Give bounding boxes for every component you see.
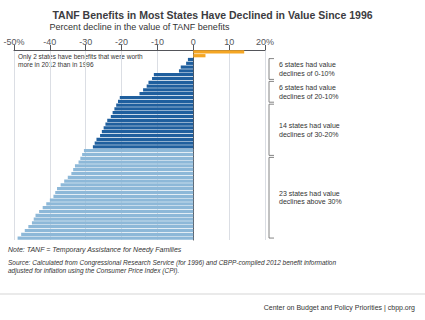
- svg-text:0: 0: [191, 37, 196, 47]
- svg-text:declines above 30%: declines above 30%: [279, 198, 342, 205]
- svg-text:more in 2012 than in 1996: more in 2012 than in 1996: [18, 61, 94, 68]
- svg-text:-30: -30: [79, 37, 92, 47]
- svg-text:Source: Calculated from Congre: Source: Calculated from Congressional Re…: [8, 259, 336, 267]
- svg-text:Only 2 states have benefits th: Only 2 states have benefits that were wo…: [18, 53, 143, 61]
- svg-text:adjusted for inflation using t: adjusted for inflation using the Consume…: [8, 267, 179, 275]
- svg-text:-10: -10: [151, 37, 164, 47]
- svg-text:14 states had value: 14 states had value: [279, 122, 340, 129]
- svg-text:20%: 20%: [256, 37, 274, 47]
- svg-text:-50%: -50%: [3, 37, 24, 47]
- svg-text:6 states had value: 6 states had value: [279, 84, 336, 91]
- svg-text:declines of 30-20%: declines of 30-20%: [279, 131, 339, 138]
- svg-text:-20: -20: [115, 37, 128, 47]
- svg-text:Percent decline in the value o: Percent decline in the value of TANF ben…: [50, 22, 230, 32]
- svg-text:6 states had value: 6 states had value: [279, 61, 336, 68]
- svg-text:23 states had value: 23 states had value: [279, 190, 340, 197]
- svg-text:TANF Benefits in Most States H: TANF Benefits in Most States Have Declin…: [52, 9, 372, 21]
- svg-text:-40: -40: [43, 37, 56, 47]
- svg-text:Center on Budget and Policy Pr: Center on Budget and Policy Priorities |…: [264, 304, 415, 312]
- svg-text:Note: TANF = Temporary Assista: Note: TANF = Temporary Assistance for Ne…: [8, 246, 182, 254]
- svg-text:declines of 20-10%: declines of 20-10%: [279, 93, 339, 100]
- svg-text:10: 10: [224, 37, 234, 47]
- svg-text:declines of 0-10%: declines of 0-10%: [279, 70, 335, 77]
